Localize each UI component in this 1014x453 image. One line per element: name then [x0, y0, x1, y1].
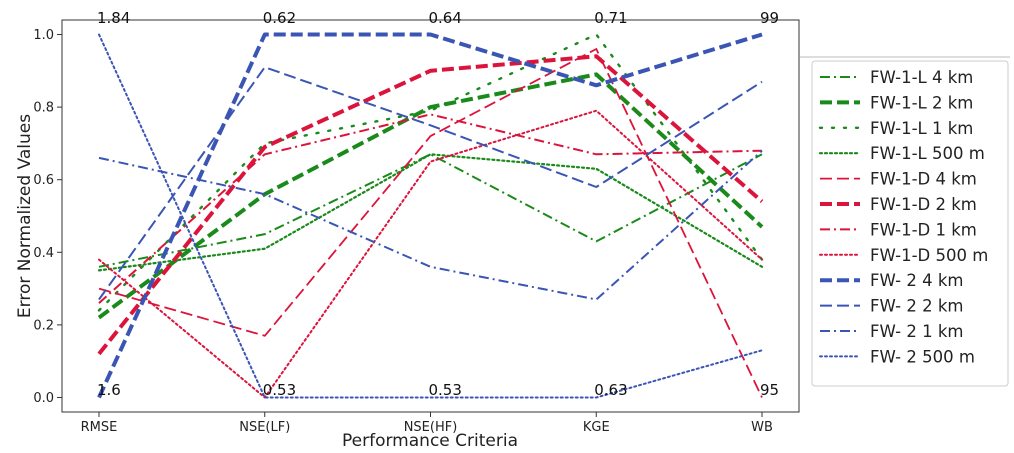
legend-label: FW-1-D 500 m: [870, 246, 988, 265]
series-line: [97, 32, 763, 399]
series-lines: [97, 32, 764, 399]
x-tick-label: WB: [751, 420, 773, 435]
legend-label: FW-1-L 1 km: [870, 119, 973, 138]
x-tick-label: NSE(LF): [239, 420, 290, 435]
y-tick-label: 0.8: [33, 101, 54, 116]
series-line: [98, 33, 763, 399]
top-annotation: 0.62: [263, 9, 296, 27]
series-line: [98, 48, 763, 398]
series-line: [97, 33, 764, 312]
y-tick-label: 0.0: [33, 391, 54, 406]
top-annotation: 0.71: [594, 9, 627, 27]
legend-label: FW-1-L 2 km: [870, 93, 973, 112]
series-line: [97, 54, 764, 356]
series-line: [97, 153, 764, 272]
x-tick-label: RMSE: [81, 420, 118, 435]
legend-label: FW-1-D 4 km: [870, 170, 977, 189]
x-tick-label: NSE(HF): [404, 420, 458, 435]
series-line: [98, 113, 763, 304]
axes: RMSE NSE(LF) NSE(HF) KGE WB 0.0 0.2 0.4 0.6 0.8 1.…: [33, 28, 773, 435]
series-line: [98, 153, 763, 268]
legend-label: FW- 2 4 km: [870, 271, 963, 290]
series-line: [97, 72, 764, 320]
y-axis-title: Error Normalized Values: [15, 114, 35, 318]
legend-label: FW- 2 2 km: [870, 297, 963, 316]
legend-label: FW-1-L 4 km: [870, 68, 973, 87]
legend-label: FW- 2 1 km: [870, 322, 963, 341]
bottom-annotation: 1.6: [97, 381, 121, 399]
y-tick-label: 0.4: [33, 246, 54, 261]
y-tick-label: 0.2: [33, 318, 54, 333]
bottom-annotation: 95: [760, 381, 779, 399]
legend: FW-1-L 4 km FW-1-L 2 km FW-1-L 1 km FW-1-L …: [818, 68, 988, 366]
x-axis-title: Performance Criteria: [342, 431, 518, 451]
x-tick-label: KGE: [583, 420, 610, 435]
legend-label: FW-1-D 2 km: [870, 195, 977, 214]
top-annotation: 99: [760, 9, 779, 27]
legend-label: FW- 2 500 m: [870, 347, 975, 366]
series-line: [98, 66, 763, 301]
series-line: [98, 109, 763, 399]
y-tick-label: 0.6: [33, 173, 54, 188]
y-tick-label: 1.0: [33, 28, 54, 43]
legend-label: FW-1-L 500 m: [870, 144, 985, 163]
bottom-annotation: 0.53: [429, 381, 462, 399]
series-line: [98, 149, 763, 301]
bottom-annotation: 0.63: [594, 381, 627, 399]
value-annotations: 1.84 0.62 0.64 0.71 99 1.6 0.53 0.53 0.63 95: [97, 9, 779, 399]
bottom-annotation: 0.53: [263, 381, 296, 399]
top-annotation: 1.84: [97, 9, 130, 27]
top-annotation: 0.64: [429, 9, 462, 27]
legend-frame: [811, 60, 1009, 387]
legend-label: FW-1-D 1 km: [870, 220, 977, 239]
